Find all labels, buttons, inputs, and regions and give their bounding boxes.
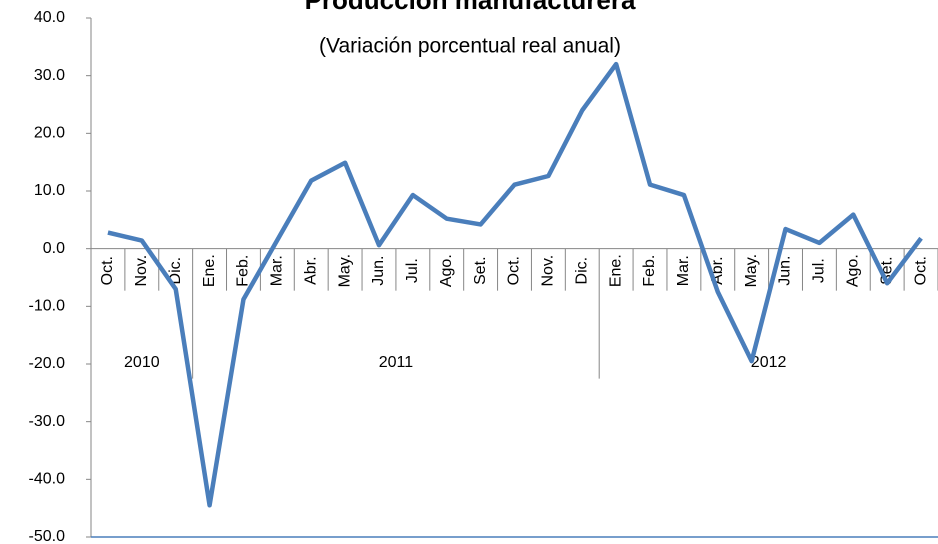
x-tick-label: Dic. (167, 257, 184, 285)
x-tick-label: Jul. (404, 258, 421, 283)
x-tick-label: Nov. (133, 255, 150, 287)
x-tick-label: Jul. (811, 258, 828, 283)
data-line (107, 61, 923, 508)
x-tick-label: Abr. (302, 256, 319, 284)
x-tick-label: Ago. (438, 254, 455, 287)
x-tick-label: Ene. (201, 254, 218, 287)
year-label: 2010 (124, 354, 160, 371)
x-tick-label: Jun. (777, 256, 794, 286)
y-tick-label: 40.0 (34, 9, 65, 26)
x-tick-label: May. (743, 254, 760, 287)
x-tick-label: Nov. (540, 255, 557, 287)
year-label: 2012 (751, 354, 787, 371)
x-tick-label: May. (336, 254, 353, 287)
year-label: 2011 (379, 354, 414, 371)
x-tick-label: Feb. (641, 255, 658, 287)
x-tick-label: Oct. (912, 256, 929, 285)
x-tick-label: Feb. (235, 255, 252, 287)
x-tick-label: Oct. (99, 256, 116, 285)
y-tick-label: -50.0 (29, 528, 66, 544)
chart-title: Producción manufacturera (305, 0, 636, 15)
x-tick-label: Mar. (269, 255, 286, 286)
x-tick-label: Ago. (845, 254, 862, 287)
y-tick-label: 30.0 (34, 67, 65, 84)
x-tick-label: Oct. (506, 256, 523, 285)
y-tick-label: 20.0 (34, 125, 65, 142)
chart-subtitle: (Variación porcentual real anual) (319, 35, 621, 58)
y-tick-label: -10.0 (29, 298, 66, 315)
y-tick-label: -30.0 (29, 413, 66, 430)
x-tick-label: Jun. (370, 256, 387, 286)
x-tick-label: Ene. (607, 254, 624, 287)
y-tick-label: -20.0 (29, 355, 66, 372)
y-tick-label: -40.0 (29, 471, 66, 488)
x-tick-label: Set. (472, 256, 489, 284)
y-tick-label: 0.0 (43, 240, 65, 257)
x-tick-label: Dic. (573, 257, 590, 285)
x-tick-label: Mar. (675, 255, 692, 286)
y-tick-label: 10.0 (34, 182, 65, 199)
